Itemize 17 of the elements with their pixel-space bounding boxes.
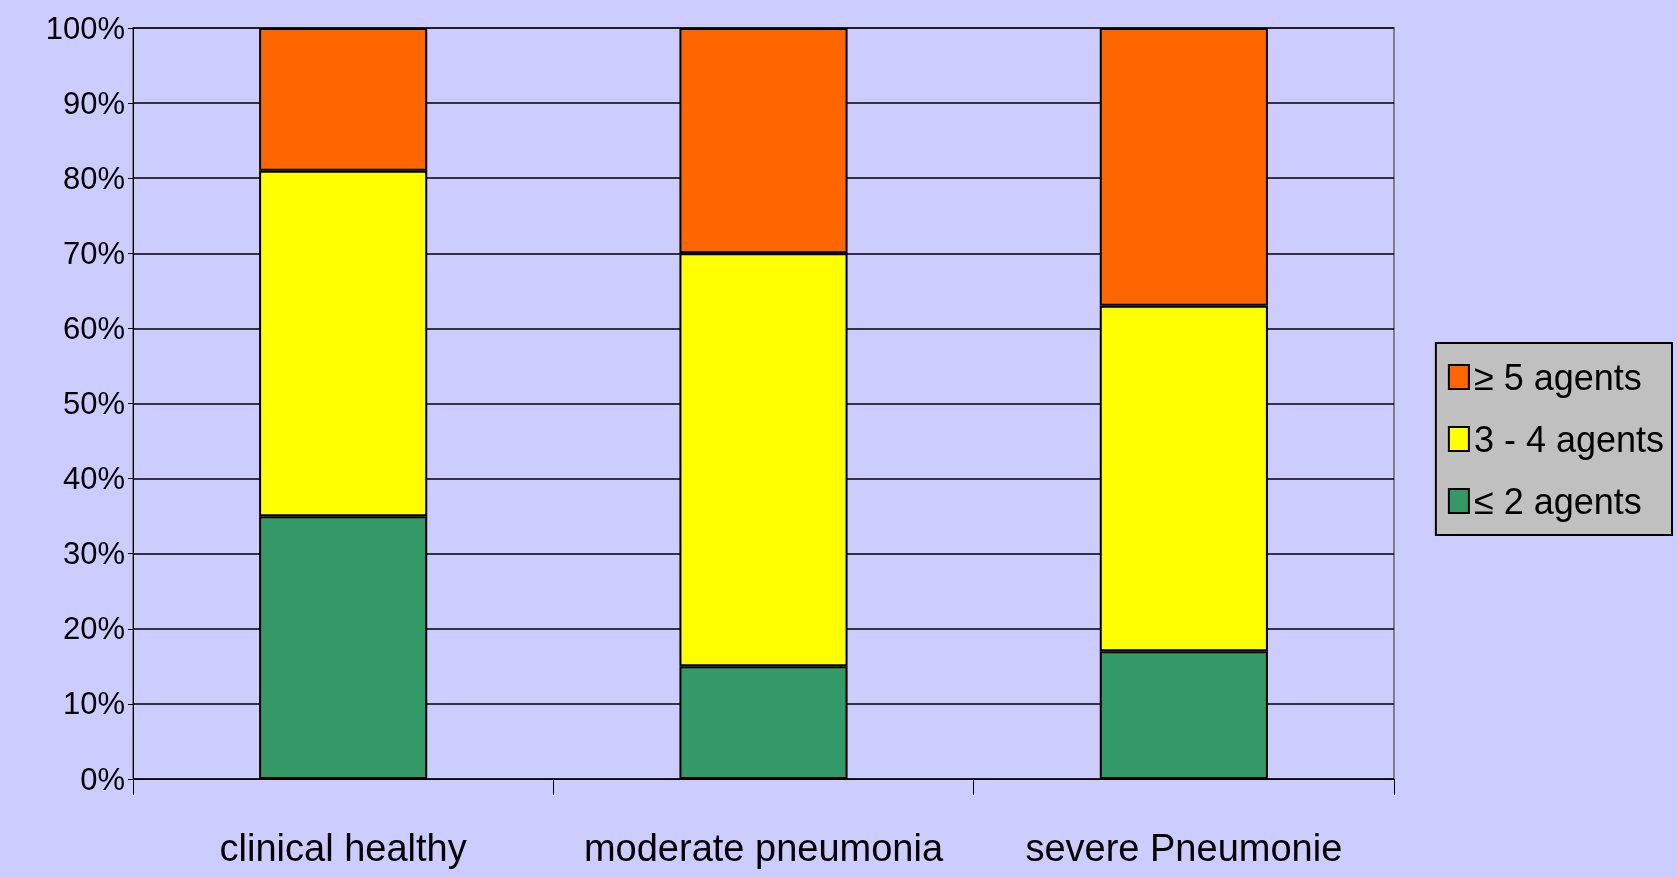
- legend-label: ≤ 2 agents: [1473, 480, 1642, 522]
- x-tick-label: moderate pneumonia: [583, 827, 944, 869]
- y-tick-label: 90%: [62, 85, 125, 121]
- legend-label: 3 - 4 agents: [1473, 418, 1664, 460]
- x-tick-label: clinical healthy: [219, 827, 467, 869]
- y-tick-label: 30%: [62, 536, 125, 572]
- y-tick-label: 80%: [62, 160, 125, 196]
- y-tick-label: 100%: [45, 10, 125, 46]
- legend-label: ≥ 5 agents: [1473, 356, 1642, 398]
- y-tick-label: 40%: [62, 461, 125, 497]
- y-tick-label: 20%: [62, 611, 125, 647]
- y-tick-label: 60%: [62, 310, 125, 346]
- y-tick-label: 50%: [62, 386, 125, 421]
- y-tick-label: 10%: [62, 686, 125, 722]
- x-tick-label: severe Pneumonie: [1025, 827, 1343, 869]
- y-tick-label: 0%: [80, 761, 125, 797]
- y-tick-label: 70%: [62, 235, 125, 271]
